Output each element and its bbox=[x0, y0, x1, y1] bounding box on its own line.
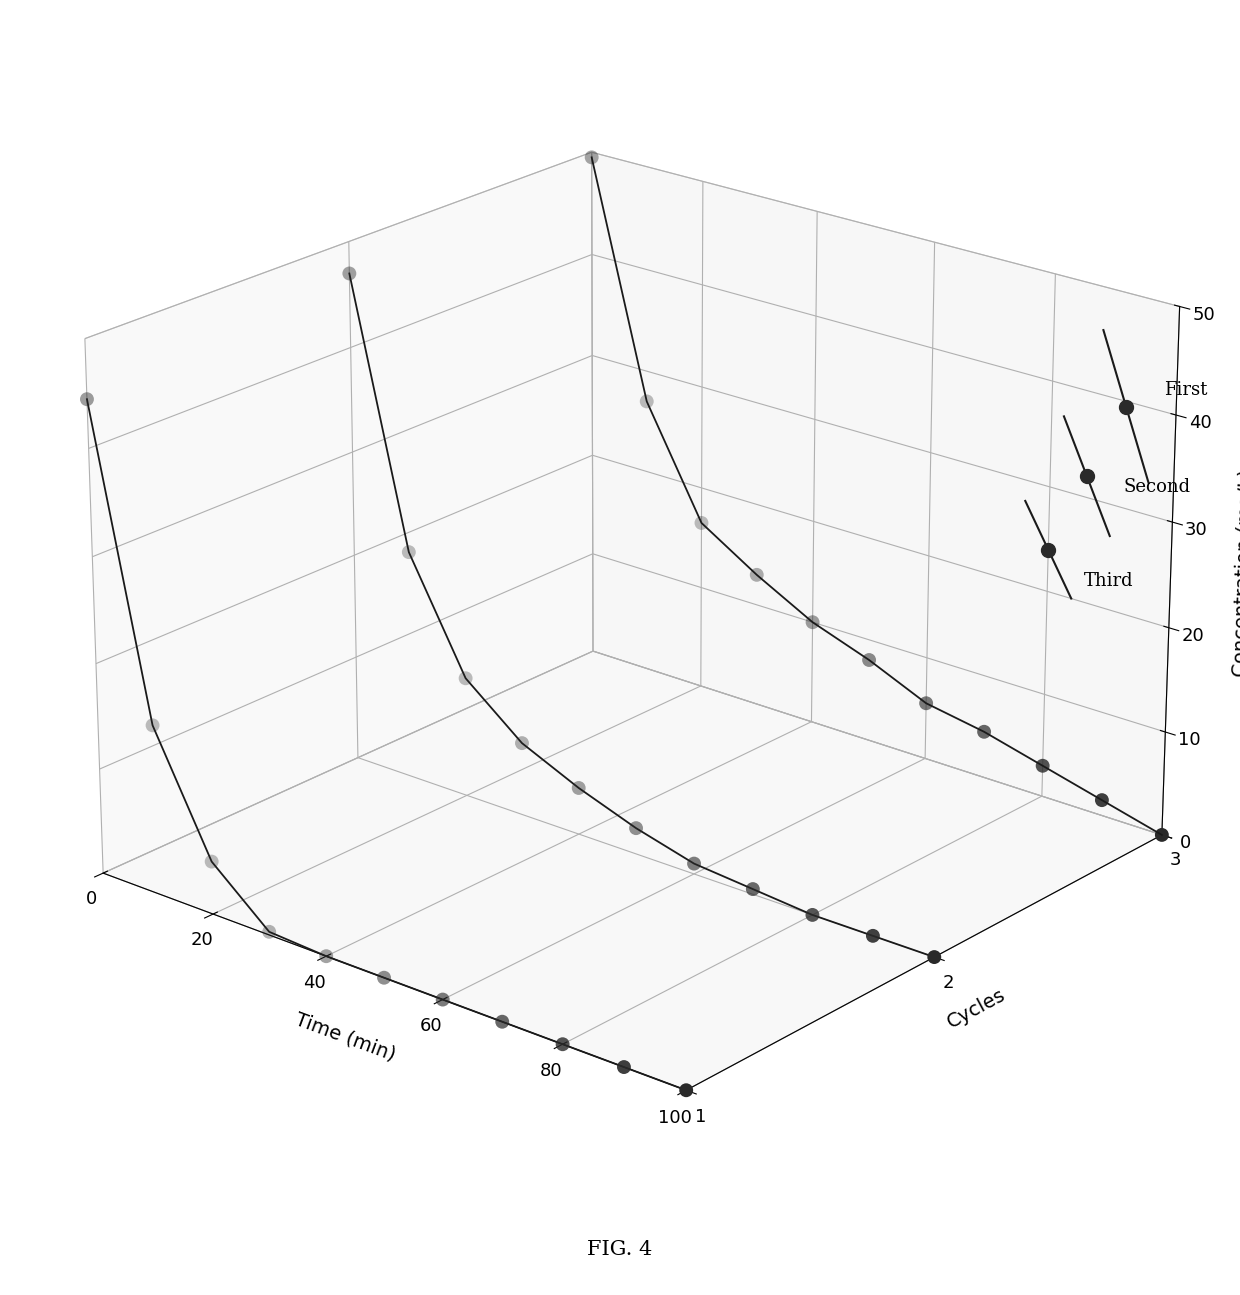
Text: FIG. 4: FIG. 4 bbox=[588, 1241, 652, 1259]
X-axis label: Time (min): Time (min) bbox=[293, 1009, 398, 1064]
Y-axis label: Cycles: Cycles bbox=[944, 985, 1009, 1032]
